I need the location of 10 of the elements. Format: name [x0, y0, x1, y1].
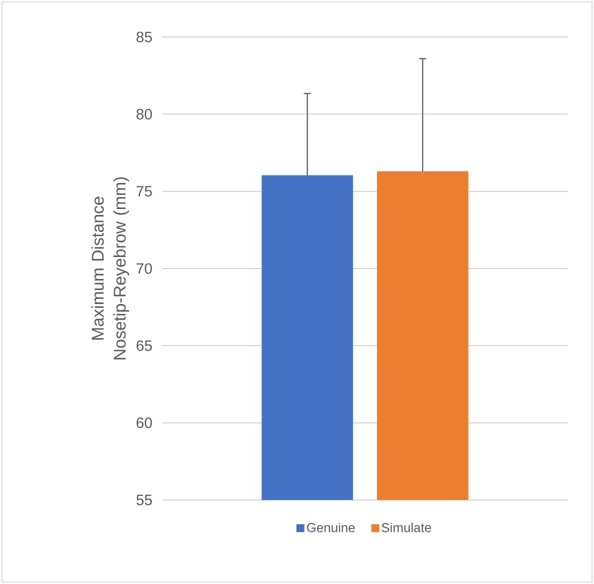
y-tick-label: 70 — [136, 263, 152, 274]
legend-label: Genuine — [307, 522, 355, 532]
y-tick-label: 60 — [136, 418, 152, 428]
y-tick-label: 85 — [136, 32, 152, 42]
y-tick-label: 55 — [136, 494, 152, 506]
legend-label: Simulate — [382, 522, 431, 532]
y-tick-label: 80 — [136, 108, 152, 120]
y-tick-label: 75 — [136, 186, 152, 197]
y-tick-label: 65 — [136, 340, 152, 351]
y-axis-title: Maximum Distance Nosetip-Reyebrow (mm) — [91, 177, 130, 360]
